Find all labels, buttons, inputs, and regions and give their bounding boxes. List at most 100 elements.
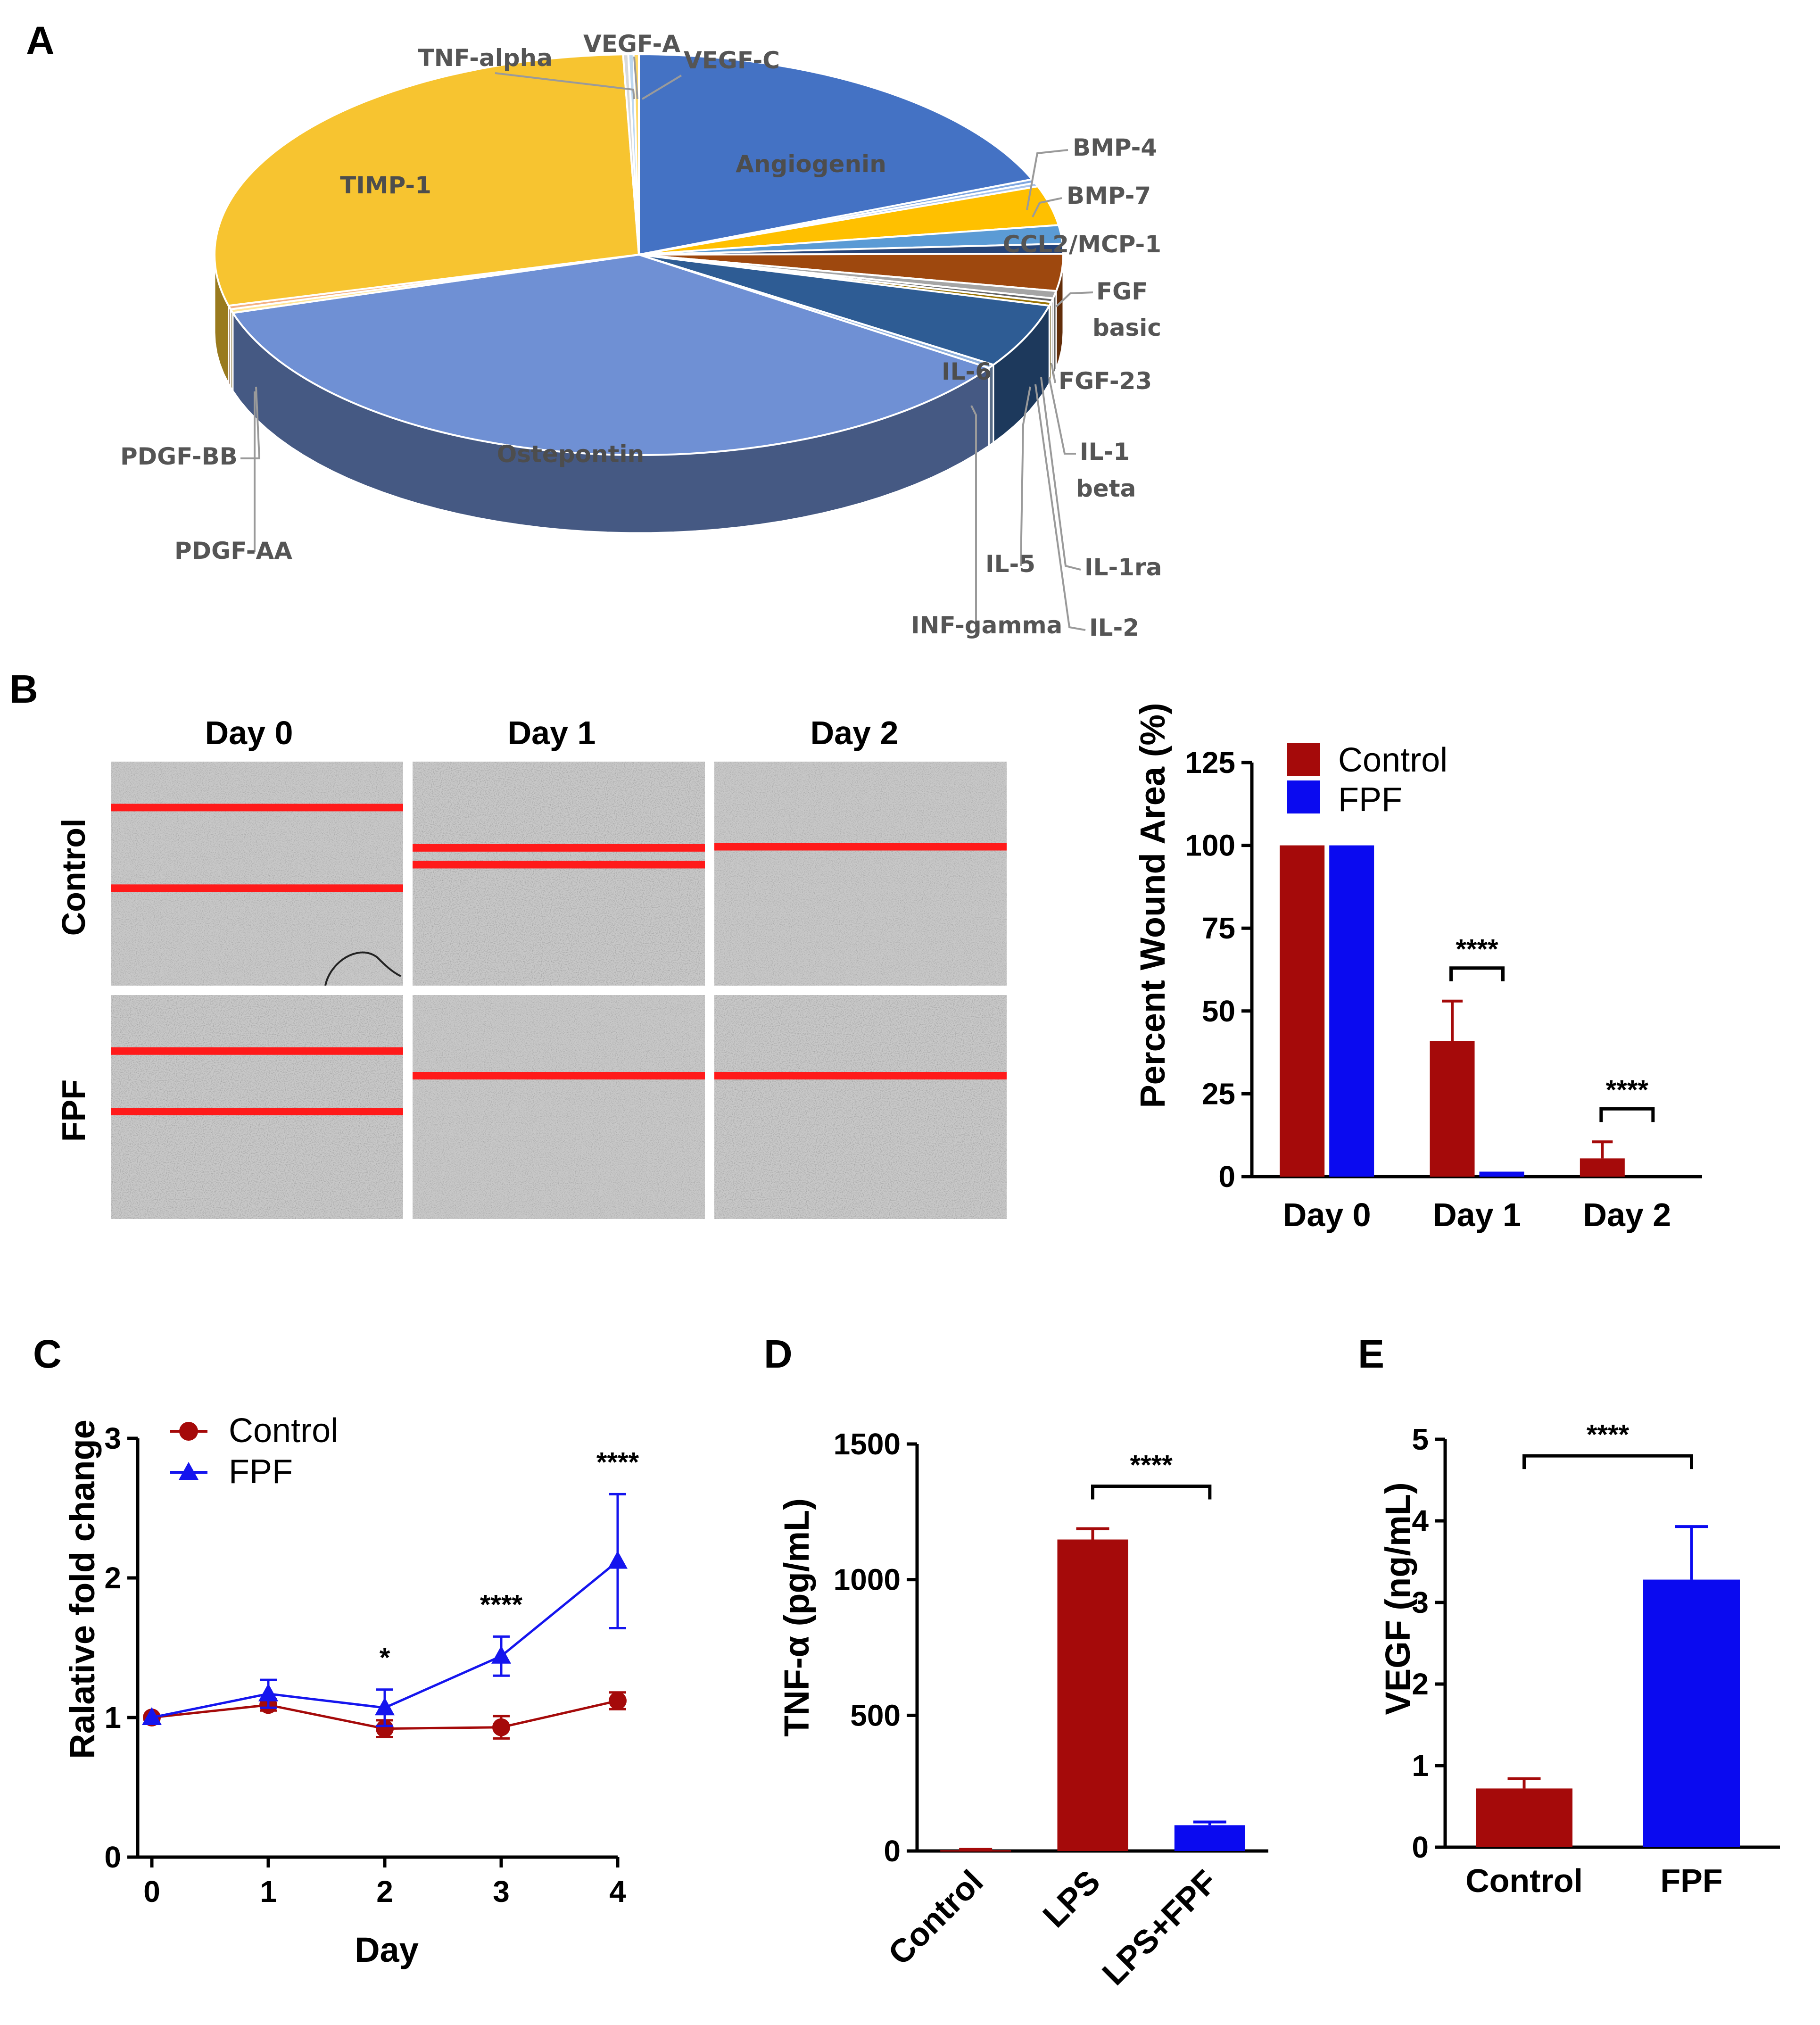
chart-b-y-tick-label-100: 100 [1185,829,1235,863]
chart-b-bar-control-day-2 [1580,1158,1625,1177]
pie-slice-angiogenin [638,53,1034,256]
pie-leader-inf-gamma [970,405,977,627]
chart-b-bar-control-day-1 [1430,1041,1475,1177]
chart-c-y-tick-label-1: 1 [104,1701,121,1735]
pie-label-ostepontin: Ostepontin [497,440,644,468]
chart-d-x-tick-label-lps: LPS [1036,1863,1107,1934]
pie-leader-tnf-alpha [495,72,635,100]
chart-d-y-tick-label-0: 0 [884,1834,901,1868]
chart-c-y-tick-label-0: 0 [104,1840,121,1874]
chart-e-y-tick-label-4: 4 [1412,1504,1429,1538]
chart-b-x-tick-label-day-1: Day 1 [1433,1196,1521,1233]
pie-leader-fgf-23 [1051,363,1056,383]
chart-c-x-tick-label-3: 3 [493,1875,510,1909]
chart-c-point-fpf-0 [142,1707,162,1725]
micrograph-control-day-2-texture [714,762,1007,986]
pie-slice-vegf-c [632,53,640,255]
micrograph-fpf-day-0-wound-edge-1 [111,1108,403,1115]
chart-c-point-control-2 [376,1719,394,1738]
y-axis-title-wound: Percent Wound Area (%) [1133,703,1172,1108]
chart-b-bar-control-day-0 [1280,845,1325,1177]
pie-label-il-5: IL-5 [985,550,1035,578]
chart-e-y-tick-label-5: 5 [1412,1422,1429,1456]
bar-chart-tnf-alpha: TNF-α (pg/mL) 0 500 1000 1500 Control LPSLPS+… [777,1427,1268,1992]
panel-letter-a: A [26,18,55,63]
pie-label-bmp-7: BMP-7 [1067,182,1151,209]
pie-slice-timp-1 [214,53,640,307]
pie-label-fgf-23: FGF-23 [1059,367,1152,395]
pie-leader-bmp-4 [1026,149,1068,210]
pie-label-vegf-a: VEGF-A [583,30,680,58]
chart-e-y-tick-label-3: 3 [1412,1585,1429,1619]
chart-e-y-tick-label-0: 0 [1412,1830,1429,1864]
pie-leader-bmp-7 [1032,197,1062,217]
chart-c-y-tick-label-3: 3 [104,1421,121,1455]
chart-d-y-tick-label-1000: 1000 [834,1563,901,1597]
chart-e-bar-fpf [1643,1579,1740,1847]
pie-leader-il-1-beta [1048,377,1076,455]
micrograph-fpf-day-2-texture [714,995,1007,1219]
chart-b-y-tick-label-125: 125 [1185,746,1235,780]
chart-e-y-tick-label-1: 1 [1412,1749,1429,1783]
pie-label-il-1-beta-line2: beta [1076,475,1136,502]
y-axis-title-tnf: TNF-α (pg/mL) [777,1498,816,1737]
micrograph-control-day-1-wound-edge-1 [413,861,705,869]
chart-e-y-tick-label-2: 2 [1412,1667,1429,1701]
chart-c-sig-label-day-4: **** [596,1447,639,1477]
chart-b-bar-fpf-day-1 [1479,1171,1524,1177]
micrograph-control-day-1-texture [413,762,705,986]
micrograph-artifact [324,951,401,986]
chart-c-x-tick-label-1: 1 [260,1875,277,1909]
pie-leader-fgf-basic [1055,291,1093,307]
pie-leader-pdgf-bb [240,386,261,459]
chart-d-sig-label: **** [1130,1450,1173,1481]
chart-d-bar-control [940,1850,1011,1852]
micrograph-control-day-2-wound-edge-0 [714,843,1007,851]
chart-e-bar-control [1476,1788,1572,1847]
chart-b-sig-label-day-2: **** [1606,1075,1649,1105]
pie-slice-ostepontin [231,253,991,456]
chart-c-point-control-3 [492,1718,510,1736]
legend-marker-control [179,1422,198,1441]
panel-letter-c: C [33,1332,62,1376]
pie-leader-il-1ra [1040,377,1081,571]
chart-c-y-tick-label-2: 2 [104,1561,121,1595]
chart-b-sig-label-day-1: **** [1456,934,1498,965]
micrograph-control-day-0-wound-edge-0 [111,804,403,812]
chart-c-point-control-4 [609,1692,627,1710]
chart-d-y-tick-label-500: 500 [850,1698,901,1732]
y-axis-title-fold: Ralative fold change [63,1419,102,1759]
pie-leader-vegf-a [633,56,638,100]
bar-chart-vegf: VEGF (ng/mL) 0 1 2 3 4 5 Control FPF **** [1378,1419,1780,1899]
chart-d-bar-lps [1057,1539,1128,1851]
pie-leader-il-2 [1034,384,1086,631]
chart-c-point-fpf-2 [375,1697,395,1716]
column-title-day-0: Day 0 [205,714,293,751]
panel-letter-b: B [9,667,38,711]
chart-c-x-tick-label-0: 0 [143,1875,160,1909]
micrograph-control-day-0-texture [111,762,403,986]
pie-label-timp-1: TIMP-1 [340,172,431,199]
micrograph-control-day-1-wound-edge-0 [413,844,705,852]
chart-b-bar-fpf-day-0 [1329,845,1374,1177]
wound-micrograph-grid: Day 0 Day 1 Day 2 Control FPF [55,714,1007,1219]
pie-label-bmp-4: BMP-4 [1073,134,1157,161]
pie-leader-il-5 [1020,386,1031,566]
micrograph-fpf-day-1-wound-edge-0 [413,1072,705,1079]
pie-label-inf-gamma: INF-gamma [911,612,1062,639]
micrograph-fpf-day-2-wound-edge-0 [714,1072,1007,1079]
chart-b-sig-bracket-day-2 [1599,1107,1655,1122]
chart-b-y-tick-label-25: 25 [1202,1077,1235,1111]
chart-d-x-tick-label-control: Control [881,1863,990,1972]
y-axis-title-vegf: VEGF (ng/mL) [1378,1482,1417,1715]
pie-label-il-1ra: IL-1ra [1084,554,1162,581]
pie-label-fgf-basic-line2: basic [1092,314,1161,341]
legend-label-fpf-c: FPF [229,1453,293,1491]
chart-c-point-fpf-1 [258,1683,278,1701]
chart-d-x-tick-label-lps-fpf: LPS+FPF [1095,1863,1224,1992]
chart-c-point-fpf-4 [608,1551,628,1569]
chart-d-sig-bracket [1091,1485,1212,1500]
pie-slice-il-6 [638,254,1051,366]
chart-c-sig-label-day-2: * [380,1643,390,1673]
